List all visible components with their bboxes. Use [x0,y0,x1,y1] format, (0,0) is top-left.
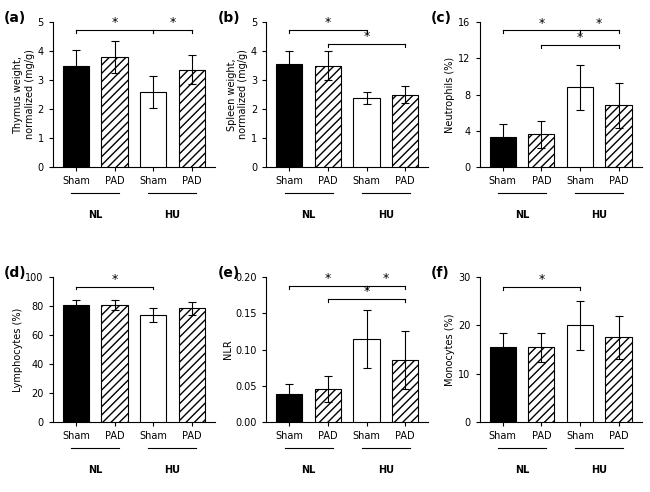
Text: *: * [363,285,370,298]
Bar [528,347,554,422]
Y-axis label: Thymus weight,
normalized (mg/g): Thymus weight, normalized (mg/g) [13,50,34,139]
Text: HU: HU [378,211,394,220]
Bar [567,87,593,167]
Text: HU: HU [378,465,394,475]
Bar [315,389,341,422]
Bar [140,315,166,422]
Text: (e): (e) [218,266,240,279]
Bar [605,105,632,167]
Bar [354,98,380,167]
Text: *: * [111,273,118,286]
Y-axis label: Spleen weight,
normalized (mg/g): Spleen weight, normalized (mg/g) [227,50,248,139]
Bar [489,347,516,422]
Text: *: * [383,272,389,285]
Bar [392,94,418,167]
Bar [101,57,127,167]
Text: *: * [111,17,118,30]
Text: (d): (d) [4,266,27,279]
Text: (b): (b) [218,10,240,25]
Text: *: * [325,17,331,30]
Bar [276,395,302,422]
Text: HU: HU [164,211,181,220]
Bar [63,306,89,422]
Text: *: * [596,17,603,30]
Bar [276,64,302,167]
Text: HU: HU [164,465,181,475]
Text: NL: NL [515,211,529,220]
Text: *: * [538,17,545,30]
Bar [354,338,380,422]
Text: *: * [325,272,331,285]
Y-axis label: Lymphocytes (%): Lymphocytes (%) [12,308,23,392]
Text: NL: NL [88,465,103,475]
Bar [140,92,166,167]
Text: NL: NL [302,211,316,220]
Bar [489,137,516,167]
Bar [567,325,593,422]
Text: (f): (f) [431,266,450,279]
Bar [63,65,89,167]
Text: *: * [169,17,176,30]
Text: *: * [538,273,545,286]
Bar [179,70,205,167]
Text: HU: HU [592,211,607,220]
Text: NL: NL [302,465,316,475]
Text: (c): (c) [431,10,452,25]
Text: NL: NL [88,211,103,220]
Bar [179,308,205,422]
Text: (a): (a) [4,10,27,25]
Bar [101,306,127,422]
Bar [605,338,632,422]
Text: *: * [577,31,583,44]
Bar [392,361,418,422]
Text: NL: NL [515,465,529,475]
Bar [315,65,341,167]
Y-axis label: Neutrophils (%): Neutrophils (%) [445,57,456,133]
Text: *: * [363,30,370,43]
Y-axis label: Monocytes (%): Monocytes (%) [445,313,456,386]
Y-axis label: NLR: NLR [223,339,233,360]
Bar [528,134,554,167]
Text: HU: HU [592,465,607,475]
